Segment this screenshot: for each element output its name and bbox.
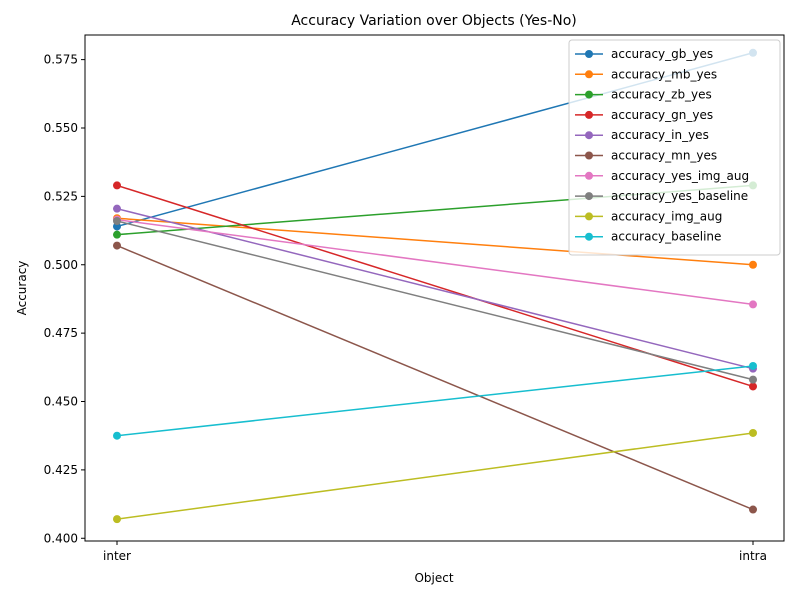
series-line	[116, 207, 754, 370]
data-point	[749, 300, 757, 309]
y-tick-label: 0.450	[44, 395, 78, 409]
y-tick-label: 0.425	[44, 463, 78, 477]
plot-frame	[84, 34, 785, 542]
legend-marker	[585, 50, 593, 58]
series-line	[116, 365, 754, 437]
data-point	[749, 382, 757, 391]
series-accuracy_yes_baseline	[113, 216, 757, 384]
series-line	[116, 218, 754, 306]
data-point	[113, 241, 121, 250]
data-point	[113, 181, 121, 190]
y-tick-label: 0.500	[44, 258, 78, 272]
legend-label: accuracy_in_yes	[611, 128, 709, 142]
legend-marker	[585, 131, 593, 140]
y-axis: 0.400 0.425 0.450 0.475 0.500 0.525 0.550 0.575	[44, 53, 85, 545]
series-line	[116, 432, 754, 520]
data-point	[113, 222, 121, 231]
legend-label: accuracy_gn_yes	[611, 108, 713, 122]
legend-box	[568, 39, 781, 256]
legend: accuracy_gb_yes accuracy_mb_yes accuracy_z…	[568, 39, 781, 256]
legend-marker	[585, 212, 593, 221]
legend-marker	[585, 110, 593, 119]
legend-label: accuracy_baseline	[611, 230, 721, 244]
y-axis-label: Accuracy	[15, 261, 29, 316]
y-tick-label: 0.475	[44, 326, 78, 340]
y-tick-label: 0.400	[44, 531, 78, 545]
legend-entry: accuracy_yes_img_aug	[575, 169, 749, 183]
series-line	[116, 220, 754, 381]
legend-label: accuracy_yes_baseline	[611, 189, 748, 203]
data-point	[113, 230, 121, 239]
legend-marker	[585, 232, 593, 241]
legend-marker	[585, 171, 593, 180]
data-point	[749, 375, 757, 384]
data-point	[749, 428, 757, 437]
data-point	[749, 361, 757, 370]
legend-marker	[585, 151, 593, 160]
legend-entry: accuracy_baseline	[575, 230, 721, 244]
data-point	[113, 431, 121, 440]
legend-entry: accuracy_img_aug	[575, 209, 722, 223]
legend-entry: accuracy_mn_yes	[575, 149, 717, 163]
legend-label: accuracy_gb_yes	[611, 47, 713, 61]
legend-marker	[585, 90, 593, 99]
legend-marker	[585, 70, 593, 79]
legend-entry: accuracy_yes_baseline	[575, 189, 748, 203]
legend-label: accuracy_zb_yes	[611, 88, 712, 102]
legend-entry: accuracy_zb_yes	[575, 88, 712, 102]
x-tick-label: intra	[739, 549, 767, 563]
chart-title: Accuracy Variation over Objects (Yes-No)	[291, 13, 577, 29]
x-axis: inter intra	[103, 541, 767, 563]
legend-entry: accuracy_in_yes	[575, 128, 709, 142]
x-tick-label: inter	[103, 549, 131, 563]
series-accuracy_mn_yes	[113, 241, 757, 514]
legend-marker	[585, 192, 593, 201]
legend-label: accuracy_mn_yes	[611, 149, 717, 163]
data-point	[113, 515, 121, 524]
legend-entry: accuracy_gb_yes	[575, 47, 713, 61]
legend-label: accuracy_img_aug	[611, 209, 722, 223]
x-axis-label: Object	[414, 571, 453, 585]
data-point	[749, 260, 757, 269]
series-accuracy_img_aug	[113, 428, 757, 524]
data-point	[113, 204, 121, 213]
y-tick-label: 0.550	[44, 121, 78, 135]
legend-label: accuracy_mb_yes	[611, 67, 717, 81]
data-point	[113, 216, 121, 225]
legend-entry: accuracy_mb_yes	[575, 67, 717, 81]
series-line	[116, 244, 754, 511]
legend-label: accuracy_yes_img_aug	[611, 169, 749, 183]
series-accuracy_baseline	[113, 361, 757, 440]
y-tick-label: 0.575	[44, 53, 78, 67]
y-tick-label: 0.525	[44, 189, 78, 203]
legend-entry: accuracy_gn_yes	[575, 108, 713, 122]
data-point	[749, 505, 757, 514]
